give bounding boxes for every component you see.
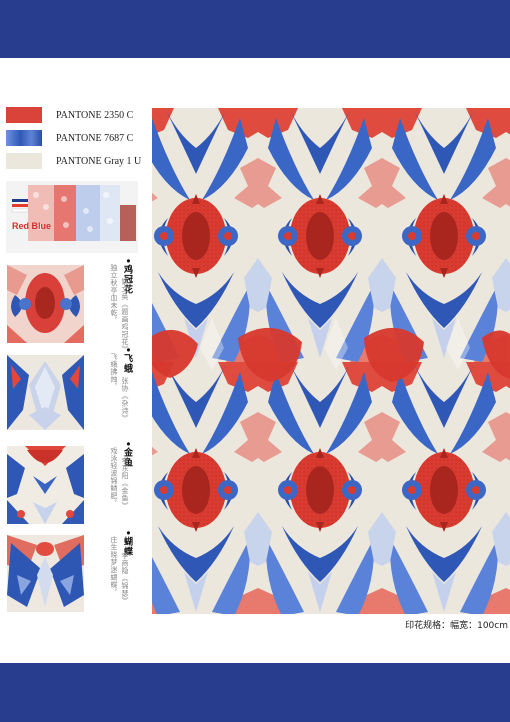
palette-row-blue: PANTONE 7687 C: [6, 130, 133, 146]
motif-source-moth: 张协《杂诗》: [121, 377, 129, 422]
palette-row-red: PANTONE 2350 C: [6, 107, 133, 123]
motif-caption-cockscomb: •鸡冠花 独立秋亭血未乾， 姚文奂《题画鸡冠花》: [92, 258, 134, 350]
blue-swatch: [6, 130, 42, 146]
motif-thumb-moth: [7, 355, 84, 430]
motif-thumb-goldfish: [7, 446, 84, 524]
motif-source-butterfly: 李商隐《锦瑟》: [121, 552, 129, 605]
print-spec: 印花规格：幅宽：100cm: [405, 621, 508, 631]
top-banner: [0, 0, 510, 58]
colorway-label: Red Blue: [12, 221, 52, 231]
motif-verse-butterfly: 庄生晓梦迷蝴蝶，: [110, 536, 118, 596]
motif-verse-cockscomb: 独立秋亭血未乾，: [110, 264, 118, 324]
motif-caption-butterfly: •蝴蝶 庄生晓梦迷蝴蝶， 李商隐《锦瑟》: [92, 530, 134, 615]
motif-thumb-cockscomb: [7, 265, 84, 343]
red-swatch: [6, 107, 42, 123]
motif-title-cockscomb: •鸡冠花: [122, 258, 132, 295]
palette-label-gray: PANTONE Gray 1 U: [56, 155, 142, 167]
motif-verse-goldfish: 戏泳轻波锦鳞肥，: [110, 447, 118, 507]
colorway-card: Red Blue: [6, 181, 138, 253]
palette-row-gray: PANTONE Gray 1 U: [6, 153, 141, 169]
bottom-banner: [0, 663, 510, 722]
print-pattern: [152, 108, 510, 614]
gray-swatch: [6, 153, 42, 169]
motif-source-goldfish: 李东阳《金鱼》: [121, 457, 129, 510]
motif-caption-moth: •飞蛾 飞蛾拂烛， 张协《杂诗》: [92, 347, 134, 432]
motif-thumb-butterfly: [7, 535, 84, 612]
motif-title-goldfish: •金鱼: [122, 441, 132, 468]
palette-label-blue: PANTONE 7687 C: [56, 132, 134, 144]
motif-caption-goldfish: •金鱼 戏泳轻波锦鳞肥， 李东阳《金鱼》: [92, 441, 134, 526]
motif-title-butterfly: •蝴蝶: [122, 530, 132, 557]
motif-title-moth: •飞蛾: [122, 347, 132, 374]
motif-source-cockscomb: 姚文奂《题画鸡冠花》: [121, 278, 129, 350]
motif-verse-moth: 飞蛾拂烛，: [110, 353, 118, 391]
palette-label-red: PANTONE 2350 C: [56, 109, 134, 121]
